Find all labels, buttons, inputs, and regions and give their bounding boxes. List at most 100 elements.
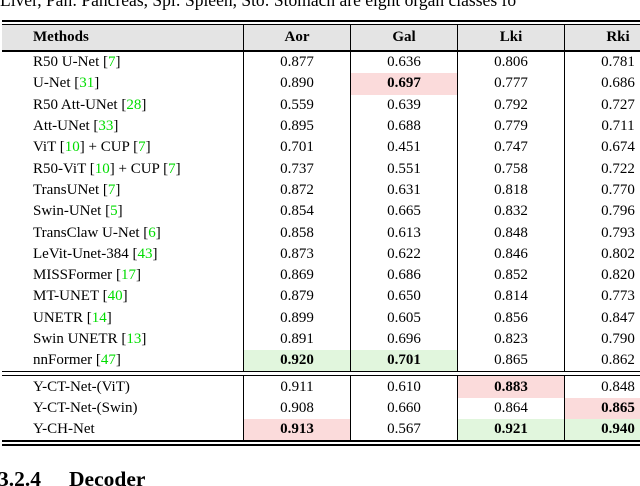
value-cell: 0.814 xyxy=(457,286,564,308)
value-cell: 0.674 xyxy=(564,137,640,159)
citation-ref[interactable]: 13 xyxy=(126,331,142,347)
table-row: Y-CH-Net 0.913 0.567 0.921 0.940 xyxy=(2,419,640,441)
value-cell: 0.779 xyxy=(457,115,564,138)
value-cell: 0.796 xyxy=(564,201,640,223)
value-cell: 0.891 xyxy=(243,328,350,351)
citation-ref[interactable]: 7 xyxy=(107,181,116,198)
citation-ref[interactable]: 40 xyxy=(107,288,123,305)
method-cell: nnFormer [47] xyxy=(33,352,121,369)
value-cell: 0.610 xyxy=(350,376,457,398)
value-cell: 0.781 xyxy=(564,52,640,74)
table-bottom-rule xyxy=(2,440,640,447)
value-cell: 0.686 xyxy=(350,264,457,287)
citation-ref[interactable]: 10 xyxy=(94,160,110,177)
value-cell: 0.877 xyxy=(243,52,350,74)
table-row: TransUNet [7] 0.872 0.631 0.818 0.770 xyxy=(2,179,640,202)
citation-ref[interactable]: 28 xyxy=(126,96,142,113)
value-cell: 0.869 xyxy=(243,264,350,287)
table-top-rule xyxy=(2,20,640,25)
value-cell: 0.883 xyxy=(457,376,564,398)
col-header-lki: Lki xyxy=(457,25,564,50)
value-cell: 0.605 xyxy=(350,307,457,329)
citation-ref[interactable]: 31 xyxy=(79,75,95,92)
header-rule xyxy=(2,50,640,52)
table-row: LeVit-Unet-384 [43] 0.873 0.622 0.846 0.802 xyxy=(2,243,640,265)
value-cell: 0.864 xyxy=(457,397,564,420)
value-cell: 0.911 xyxy=(243,376,350,398)
value-cell: 0.920 xyxy=(243,350,350,372)
value-cell: 0.852 xyxy=(457,264,564,287)
value-cell: 0.613 xyxy=(350,222,457,244)
value-cell: 0.899 xyxy=(243,307,350,329)
value-cell: 0.848 xyxy=(457,222,564,244)
value-cell: 0.908 xyxy=(243,397,350,420)
value-cell: 0.711 xyxy=(564,115,640,138)
table-row: nnFormer [47] 0.920 0.701 0.865 0.862 xyxy=(2,350,640,372)
value-cell: 0.697 xyxy=(350,73,457,95)
value-cell: 0.862 xyxy=(564,350,640,372)
group-separator-rule xyxy=(2,371,640,377)
citation-ref[interactable]: 47 xyxy=(100,352,116,369)
value-cell: 0.921 xyxy=(457,419,564,441)
method-cell: R50 U-Net [7] xyxy=(33,54,121,71)
method-cell: ViT [10] + CUP [7] xyxy=(33,139,151,156)
value-cell: 0.802 xyxy=(564,243,640,265)
citation-ref[interactable]: 43 xyxy=(137,245,153,262)
method-cell: MT-UNET [40] xyxy=(33,288,128,305)
method-cell: Swin-UNet [5] xyxy=(33,203,123,220)
value-cell: 0.895 xyxy=(243,115,350,138)
citation-ref[interactable]: 6 xyxy=(148,224,156,241)
citation-ref[interactable]: 17 xyxy=(120,267,136,284)
method-cell: Att-UNet [33] xyxy=(33,118,119,135)
value-cell: 0.848 xyxy=(564,376,640,398)
method-cell: TransUNet [7] xyxy=(33,181,121,198)
value-cell: 0.777 xyxy=(457,73,564,95)
value-cell: 0.770 xyxy=(564,179,640,202)
value-cell: 0.773 xyxy=(564,286,640,308)
value-cell: 0.820 xyxy=(564,264,640,287)
value-cell: 0.890 xyxy=(243,73,350,95)
citation-ref[interactable]: 7 xyxy=(168,160,176,177)
method-cell: U-Net [31] xyxy=(33,75,100,92)
value-cell: 0.758 xyxy=(457,158,564,180)
value-cell: 0.856 xyxy=(457,307,564,329)
value-cell: 0.865 xyxy=(457,350,564,372)
value-cell: 0.701 xyxy=(350,350,457,372)
citation-ref[interactable]: 7 xyxy=(138,139,146,156)
table-row: Y-CT-Net-(Swin) 0.908 0.660 0.864 0.865 xyxy=(2,397,640,420)
method-cell: R50 Att-UNet [28] xyxy=(33,96,147,113)
citation-ref[interactable]: 10 xyxy=(64,139,80,156)
table-row: U-Net [31] 0.890 0.697 0.777 0.686 xyxy=(2,73,640,95)
method-cell: Y-CH-Net xyxy=(33,421,95,438)
section-heading: 3.2.4 Decoder xyxy=(0,467,145,486)
value-cell: 0.451 xyxy=(350,137,457,159)
method-cell: Y-CT-Net-(ViT) xyxy=(33,378,130,395)
value-cell: 0.873 xyxy=(243,243,350,265)
value-cell: 0.846 xyxy=(457,243,564,265)
value-cell: 0.665 xyxy=(350,201,457,223)
table-row: R50 U-Net [7] 0.877 0.636 0.806 0.781 xyxy=(2,52,640,74)
value-cell: 0.858 xyxy=(243,222,350,244)
table-row: Swin UNETR [13] 0.891 0.696 0.823 0.790 xyxy=(2,328,640,351)
section-number: 3.2.4 xyxy=(0,467,41,486)
citation-ref[interactable]: 33 xyxy=(98,118,114,135)
method-cell: MISSFormer [17] xyxy=(33,267,141,284)
citation-ref[interactable]: 7 xyxy=(108,54,116,71)
value-cell: 0.854 xyxy=(243,201,350,223)
value-cell: 0.818 xyxy=(457,179,564,202)
value-cell: 0.639 xyxy=(350,94,457,116)
citation-ref[interactable]: 5 xyxy=(110,203,118,220)
table-row: MT-UNET [40] 0.879 0.650 0.814 0.773 xyxy=(2,286,640,308)
value-cell: 0.660 xyxy=(350,397,457,420)
col-header-gal: Gal xyxy=(350,25,457,50)
value-cell: 0.806 xyxy=(457,52,564,74)
method-cell: Swin UNETR [13] xyxy=(33,331,147,347)
value-cell: 0.567 xyxy=(350,419,457,441)
value-cell: 0.636 xyxy=(350,52,457,74)
method-cell: TransClaw U-Net [6] xyxy=(33,224,161,241)
citation-ref[interactable]: 14 xyxy=(91,309,107,326)
table-row: ViT [10] + CUP [7] 0.701 0.451 0.747 0.674 xyxy=(2,137,640,159)
table-body-proposed: Y-CT-Net-(ViT) 0.911 0.610 0.883 0.848 Y-CT-N… xyxy=(2,376,640,441)
value-cell: 0.727 xyxy=(564,94,640,116)
table-row: UNETR [14] 0.899 0.605 0.856 0.847 xyxy=(2,307,640,329)
